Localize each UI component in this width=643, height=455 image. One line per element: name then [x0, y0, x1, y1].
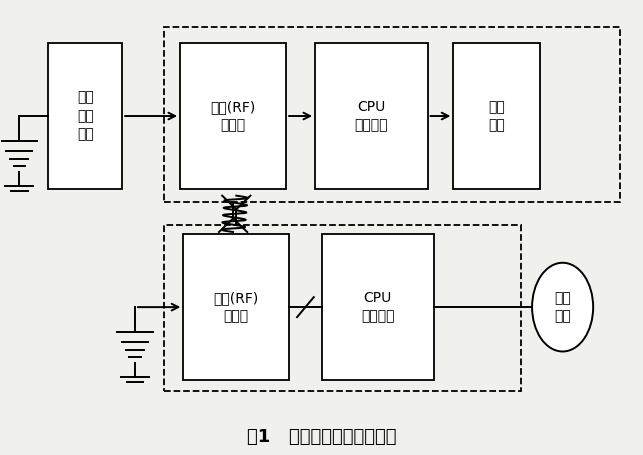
Text: CPU
微控制器: CPU 微控制器: [361, 291, 395, 324]
Bar: [164, 225, 521, 391]
Bar: [183, 234, 289, 380]
Ellipse shape: [532, 263, 593, 351]
Text: 电源
供电
模块: 电源 供电 模块: [77, 91, 94, 142]
Bar: [322, 234, 434, 380]
Bar: [453, 43, 540, 189]
Bar: [164, 27, 620, 202]
Bar: [48, 43, 122, 189]
Text: 按钮
开关: 按钮 开关: [554, 291, 571, 324]
Text: 射频(RF)
发射器: 射频(RF) 发射器: [213, 291, 259, 324]
Text: 指令
模块: 指令 模块: [488, 100, 505, 132]
Bar: [180, 43, 286, 189]
Text: 图1   遥控车门开关系统框图: 图1 遥控车门开关系统框图: [247, 428, 396, 446]
Text: 射频(RF)
接收器: 射频(RF) 接收器: [210, 100, 256, 132]
Bar: [315, 43, 428, 189]
Text: CPU
微控制器: CPU 微控制器: [354, 100, 388, 132]
